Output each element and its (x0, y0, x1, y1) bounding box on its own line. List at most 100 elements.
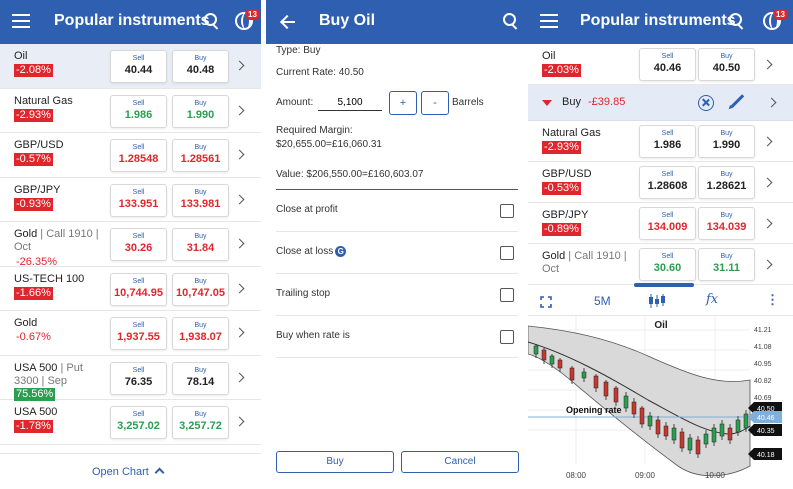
increase-amount-button[interactable]: + (389, 91, 417, 115)
sell-button[interactable]: Sell 30.26 (110, 228, 167, 261)
amount-input[interactable] (318, 95, 382, 111)
buy-button[interactable]: Buy 1.28561 (172, 139, 229, 172)
buy-button[interactable]: Buy 133.981 (172, 183, 229, 217)
cancel-button[interactable]: Cancel (401, 451, 519, 473)
fullscreen-icon[interactable] (540, 296, 552, 308)
buy-when-rate-row[interactable]: Buy when rate is (276, 316, 518, 358)
instrument-row[interactable]: US-TECH 100 -1.66% Sell 10,744.95 Buy 10,747.… (0, 267, 261, 311)
menu-icon[interactable] (540, 14, 558, 28)
chevron-up-icon[interactable] (154, 467, 165, 478)
sell-button[interactable]: Sell 1.986 (639, 125, 696, 158)
timeframe-selector[interactable]: 5M (594, 294, 611, 308)
sell-button[interactable]: Sell 1,937.55 (110, 317, 167, 350)
open-position-row[interactable]: Buy -£39.85 (528, 85, 793, 121)
instrument-row[interactable]: USA 500 -1.78% Sell 3,257.02 Buy 3,257.72 (0, 400, 261, 445)
buy-button[interactable]: Buy 1.990 (172, 94, 229, 128)
instrument-row[interactable]: GBP/USD -0.53% Sell 1.28608 Buy 1.28621 (528, 162, 793, 203)
buy-button[interactable]: Buy 78.14 (172, 361, 229, 395)
buy-button[interactable]: Buy 31.84 (172, 228, 229, 261)
chevron-right-icon[interactable] (762, 59, 773, 70)
decrease-amount-button[interactable]: - (421, 91, 449, 115)
price-chart[interactable]: Oil Opening rate 41.21 41.08 40.95 40.82 40.69… (528, 316, 793, 489)
candlestick-icon[interactable] (648, 293, 666, 309)
sell-button[interactable]: Sell 1.28608 (639, 166, 696, 199)
buy-button[interactable]: Buy 3,257.72 (172, 406, 229, 439)
chevron-right-icon[interactable] (234, 327, 245, 338)
search-icon[interactable] (728, 12, 746, 30)
indicators-icon[interactable]: fx (706, 292, 719, 307)
sell-button[interactable]: Sell 133.951 (110, 183, 167, 217)
sell-button[interactable]: Sell 1.28548 (110, 139, 167, 172)
instrument-row[interactable]: Natural Gas -2.93% Sell 1.986 Buy 1.990 (528, 121, 793, 162)
instrument-title: US-TECH 100 (14, 272, 85, 285)
instruments-panel: Popular instruments 13 Oil -2.08% Sell 40.4… (0, 0, 261, 489)
buy-button[interactable]: Buy (276, 451, 394, 473)
sell-button[interactable]: Sell 3,257.02 (110, 406, 167, 439)
sell-button[interactable]: Sell 1.986 (110, 94, 167, 128)
instrument-row[interactable]: Natural Gas -2.93% Sell 1.986 Buy 1.990 (0, 89, 261, 133)
chevron-right-icon[interactable] (234, 194, 245, 204)
buy-button[interactable]: Buy 40.50 (698, 48, 755, 81)
close-at-profit-checkbox[interactable] (500, 204, 514, 218)
chevron-right-icon[interactable] (234, 283, 245, 293)
instrument-row[interactable]: GBP/USD -0.57% Sell 1.28548 Buy 1.28561 (0, 133, 261, 178)
instrument-row[interactable]: Gold -0.67% Sell 1,937.55 Buy 1,938.07 (0, 311, 261, 356)
buy-button[interactable]: Buy 134.039 (698, 207, 755, 240)
instrument-row[interactable]: Gold | Call 1910 | Oct Sell 30.60 Buy 31.11 (528, 244, 793, 285)
buy-button[interactable]: Buy 1,938.07 (172, 317, 229, 350)
candle (593, 375, 599, 389)
buy-button[interactable]: Buy 1.990 (698, 125, 755, 158)
close-at-loss-row[interactable]: Close at loss G (276, 232, 518, 274)
buy-button[interactable]: Buy 31.11 (698, 248, 755, 281)
buy-button[interactable]: Buy 10,747.05 (172, 272, 229, 306)
sell-button[interactable]: Sell 76.35 (110, 361, 167, 395)
instrument-row[interactable]: GBP/JPY -0.93% Sell 133.951 Buy 133.981 (0, 178, 261, 222)
chevron-right-icon[interactable] (234, 60, 245, 71)
guaranteed-info-icon[interactable]: G (335, 246, 347, 257)
globe-icon[interactable] (763, 12, 781, 30)
sell-button[interactable]: Sell 40.44 (110, 50, 167, 83)
sell-price: 30.60 (653, 262, 682, 274)
trailing-stop-row[interactable]: Trailing stop (276, 274, 518, 316)
buy-label: Buy (720, 53, 733, 60)
close-at-loss-checkbox[interactable] (500, 246, 514, 260)
close-position-icon[interactable] (698, 95, 714, 111)
chevron-right-icon[interactable] (762, 136, 773, 147)
chevron-right-icon[interactable] (762, 218, 773, 229)
buy-button[interactable]: Buy 40.48 (172, 50, 229, 83)
instrument-row[interactable]: Oil -2.08% Sell 40.44 Buy 40.48 (0, 44, 261, 89)
change-percent: -2.03% (542, 64, 581, 77)
trailing-stop-checkbox[interactable] (500, 288, 514, 302)
amount-unit: Barrels (452, 97, 484, 108)
instrument-title: USA 500 (14, 361, 58, 374)
search-icon[interactable] (502, 12, 520, 30)
buy-button[interactable]: Buy 1.28621 (698, 166, 755, 199)
search-icon[interactable] (203, 12, 221, 30)
sell-button[interactable]: Sell 134.009 (639, 207, 696, 240)
chevron-right-icon[interactable] (762, 259, 773, 270)
open-chart-link[interactable]: Open Chart (92, 466, 149, 478)
back-arrow-icon[interactable] (280, 14, 296, 30)
instrument-row[interactable]: USA 500 | Put 3300 | Sep 75.56% Sell 76.35 B… (0, 356, 261, 401)
sell-button[interactable]: Sell 30.60 (639, 248, 696, 281)
instrument-row[interactable]: Oil -2.03% Sell 40.46 Buy 40.50 (528, 44, 793, 85)
chevron-right-icon[interactable] (234, 372, 245, 382)
sell-button[interactable]: Sell 40.46 (639, 48, 696, 81)
chevron-right-icon[interactable] (234, 238, 245, 249)
globe-icon[interactable] (235, 12, 253, 30)
chevron-right-icon[interactable] (762, 177, 773, 188)
collapse-triangle-icon[interactable] (542, 100, 552, 106)
more-menu-icon[interactable]: ⋮ (766, 292, 779, 307)
chevron-right-icon[interactable] (234, 416, 245, 427)
instrument-row[interactable]: Gold | Call 1910 | Oct -26.35% Sell 30.26 Bu… (0, 222, 261, 268)
buy-when-rate-checkbox[interactable] (500, 330, 514, 344)
sell-button[interactable]: Sell 10,744.95 (110, 272, 167, 306)
menu-icon[interactable] (12, 14, 30, 28)
chevron-right-icon[interactable] (234, 149, 245, 160)
edit-pencil-icon[interactable] (730, 94, 745, 108)
close-at-profit-row[interactable]: Close at profit (276, 190, 518, 232)
instrument-subtitle: | Call 1910 | Oct (542, 250, 627, 275)
chevron-right-icon[interactable] (766, 97, 777, 108)
instrument-row[interactable]: GBP/JPY -0.89% Sell 134.009 Buy 134.039 (528, 203, 793, 244)
chevron-right-icon[interactable] (234, 105, 245, 115)
